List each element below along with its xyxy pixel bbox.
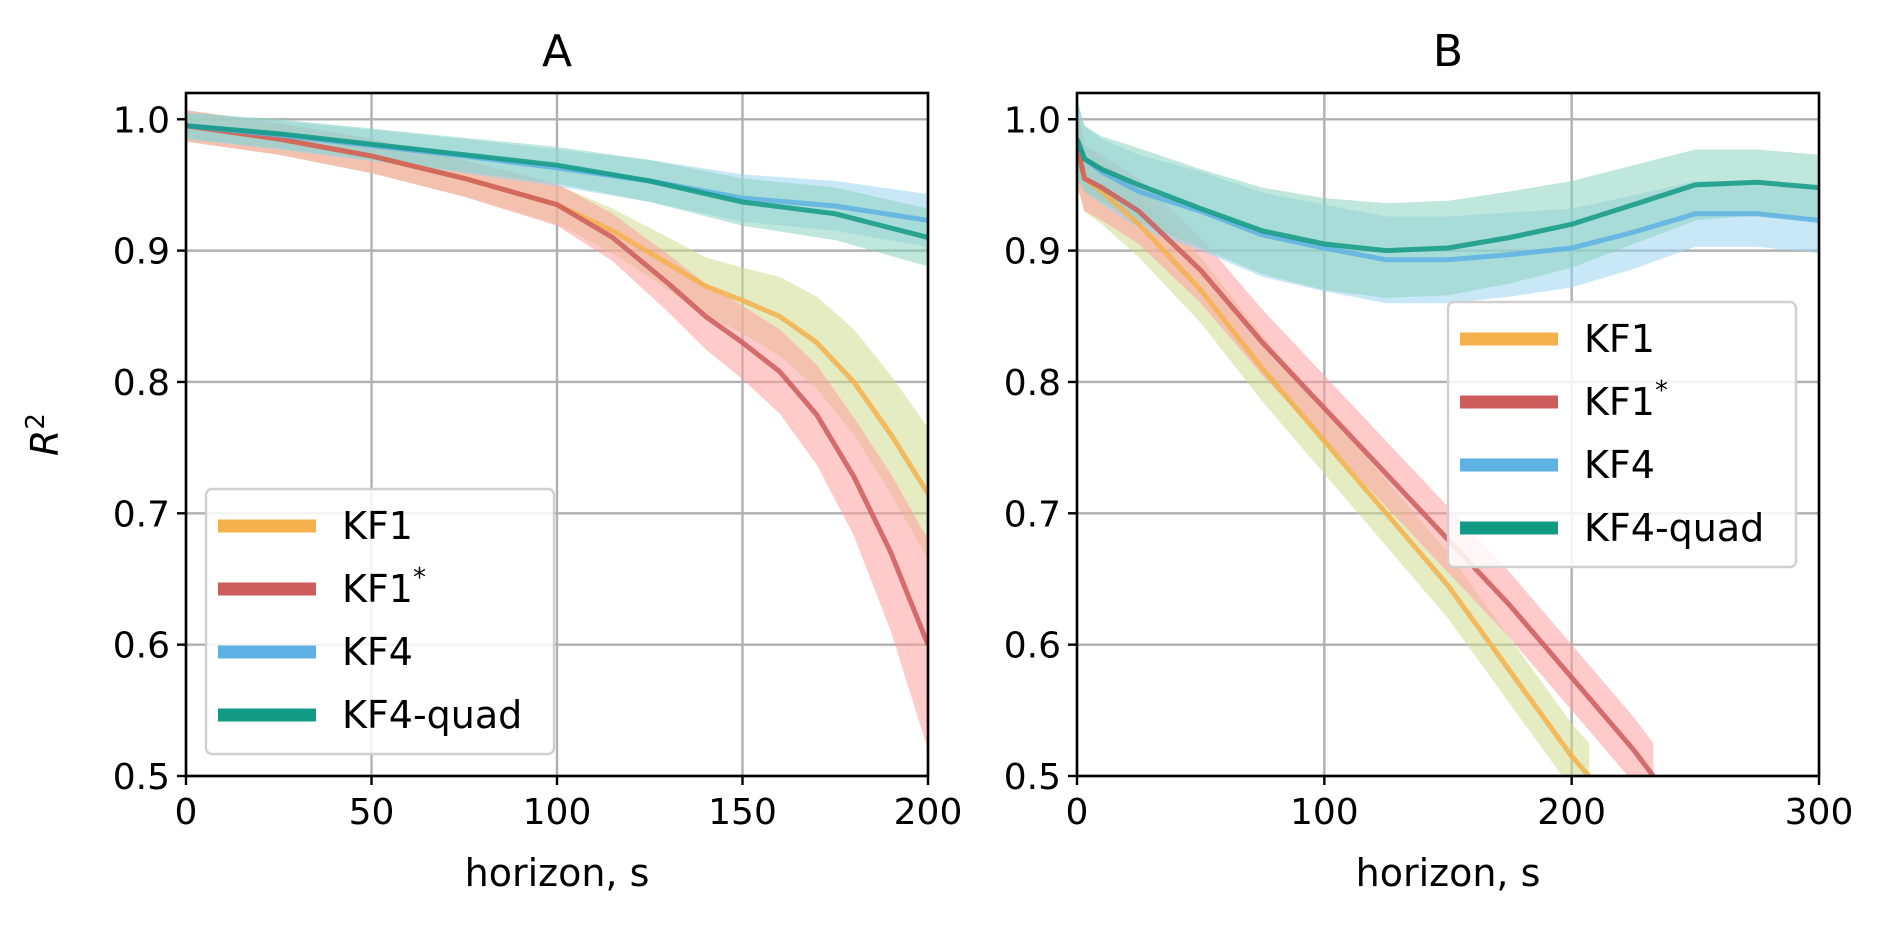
legend-label: KF4 <box>342 630 413 674</box>
band-kf1-star <box>1077 106 1654 776</box>
plot-area <box>1077 99 1819 776</box>
x-tick-label: 50 <box>349 792 395 833</box>
legend: KF1 KF1* KF4 KF4-quad <box>1446 300 1798 569</box>
series-line-kf1 <box>1077 144 1591 776</box>
x-tick-label: 150 <box>708 792 777 833</box>
legend-label: KF1* <box>1584 376 1668 424</box>
y-tick-label: 0.7 <box>113 494 170 535</box>
band-kf4-quad <box>1077 99 1819 298</box>
x-tick-label: 0 <box>1066 792 1089 833</box>
y-tick-label: 1.0 <box>1004 100 1061 141</box>
legend-label: KF4-quad <box>1584 506 1764 550</box>
y-tick-label: 0.9 <box>113 232 170 273</box>
x-tick-label: 300 <box>1785 792 1854 833</box>
legend-box <box>1446 300 1798 569</box>
y-tick-label: 0.6 <box>113 626 170 667</box>
y-tick-label: 0.7 <box>1004 494 1061 535</box>
series-line-kf4-quad <box>186 123 928 240</box>
series-line-kf1-star <box>186 123 928 646</box>
band-kf4-quad <box>186 112 928 267</box>
panel-a: 0 50 100 150 200 0.5 0.6 0.7 0.8 0.9 1.0 Ahorizon, … <box>21 26 962 895</box>
x-axis-label: horizon, s <box>1356 851 1541 895</box>
legend-box <box>204 487 556 756</box>
y-tick-label: 0.5 <box>1004 757 1061 798</box>
x-tick-label: 100 <box>1290 792 1359 833</box>
series-line-kf4 <box>1077 138 1819 263</box>
y-tick-label: 0.9 <box>1004 232 1061 273</box>
y-tick-label: 0.6 <box>1004 626 1061 667</box>
panel-title: B <box>1433 26 1463 77</box>
plot-area <box>186 110 928 750</box>
y-tick-label: 0.5 <box>113 757 170 798</box>
panel-title: A <box>542 26 572 77</box>
y-tick-label: 0.8 <box>113 363 170 404</box>
x-tick-label: 0 <box>175 792 198 833</box>
series-line-kf1-star <box>1077 144 1656 776</box>
legend-label: KF4-quad <box>342 693 522 737</box>
x-tick-label: 200 <box>1537 792 1606 833</box>
x-tick-label: 200 <box>894 792 963 833</box>
legend-label: KF1* <box>342 563 426 611</box>
x-tick-label: 100 <box>523 792 592 833</box>
y-axis-label: R2 <box>21 413 67 456</box>
y-tick-label: 1.0 <box>113 100 170 141</box>
series-line-kf4-quad <box>1077 138 1819 254</box>
y-tick-label: 0.8 <box>1004 363 1061 404</box>
legend-label: KF1 <box>1584 317 1655 361</box>
x-axis-label: horizon, s <box>465 851 650 895</box>
legend-label: KF1 <box>342 504 413 548</box>
legend-label: KF4 <box>1584 443 1655 487</box>
axes-frame <box>1075 91 1821 778</box>
legend: KF1 KF1* KF4 KF4-quad <box>204 487 556 756</box>
